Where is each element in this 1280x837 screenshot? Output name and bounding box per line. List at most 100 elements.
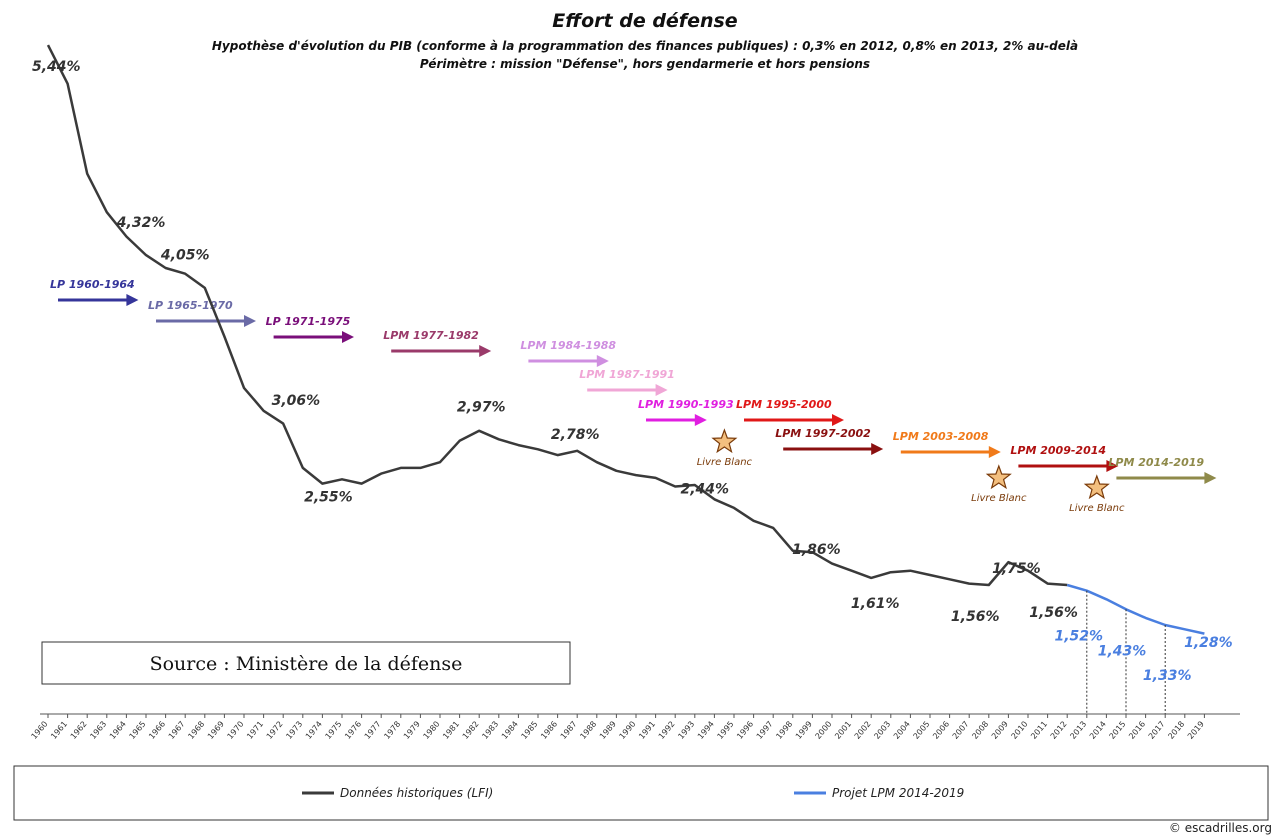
- livre-blanc-star-1: [985, 464, 1012, 490]
- x-tick-label-1992: 1992: [657, 720, 677, 741]
- programme-arrowhead-9: [988, 446, 1001, 458]
- x-tick-label-2002: 2002: [853, 720, 873, 741]
- x-tick-label-1985: 1985: [520, 720, 540, 741]
- value-label-7: 2,44%: [681, 481, 730, 497]
- x-tick-label-1968: 1968: [186, 720, 206, 741]
- x-tick-label-2004: 2004: [892, 720, 912, 741]
- x-tick-label-1996: 1996: [735, 720, 755, 741]
- value-label-10: 1,56%: [951, 609, 1000, 625]
- x-tick-label-1969: 1969: [206, 720, 226, 741]
- programme-arrowhead-7: [832, 414, 844, 426]
- programme-arrowhead-0: [126, 294, 139, 306]
- annotations-layer: 5,44% 4,32% 4,05% 3,06% 2,55% 2,97% 2,78% 2,44%…: [32, 59, 1233, 684]
- legend-box: [13, 765, 1269, 821]
- x-tick-label-2009: 2009: [990, 720, 1010, 741]
- source-text: Source : Ministère de la défense: [150, 653, 463, 675]
- programme-label-7: LPM 1995-2000: [736, 398, 832, 411]
- chart-subtitle-1: Hypothèse d'évolution du PIB (conforme à…: [212, 39, 1078, 53]
- value-label-1: 4,32%: [116, 215, 166, 231]
- x-tick-label-2000: 2000: [814, 720, 834, 741]
- copyright-text: © escadrilles.org: [1169, 821, 1272, 835]
- chart-title: Effort de défense: [552, 10, 737, 32]
- x-tick-label-1960: 1960: [30, 720, 50, 741]
- programme-label-6: LPM 1990-1993: [638, 398, 734, 411]
- x-tick-label-1973: 1973: [284, 720, 304, 741]
- programme-label-10: LPM 2009-2014: [1010, 444, 1106, 457]
- x-tick-label-2001: 2001: [833, 720, 853, 741]
- x-tick-label-1990: 1990: [618, 720, 638, 741]
- x-tick-label-1967: 1967: [167, 720, 187, 741]
- x-tick-label-1977: 1977: [363, 720, 383, 741]
- x-tick-label-2007: 2007: [951, 720, 971, 741]
- x-tick-label-1991: 1991: [637, 720, 657, 741]
- programme-label-1: LP 1965-1970: [148, 299, 233, 312]
- livre-blanc-label-1: Livre Blanc: [971, 493, 1027, 504]
- value-label-2: 4,05%: [160, 247, 210, 263]
- programme-label-2: LP 1971-1975: [266, 315, 351, 328]
- programme-label-11: LPM 2014-2019: [1108, 456, 1204, 469]
- x-tick-label-2017: 2017: [1147, 720, 1167, 741]
- x-tick-label-1986: 1986: [539, 720, 559, 741]
- x-tick-label-1993: 1993: [676, 720, 696, 741]
- value-label-6: 2,78%: [551, 427, 600, 443]
- programme-arrowhead-11: [1204, 472, 1217, 484]
- x-tick-label-1979: 1979: [402, 720, 422, 741]
- x-tick-label-2013: 2013: [1068, 720, 1088, 741]
- x-tick-label-1966: 1966: [147, 720, 167, 741]
- x-tick-label-1961: 1961: [49, 720, 69, 741]
- livre-blanc-star-0: [711, 428, 738, 454]
- programme-arrowhead-1: [244, 315, 256, 327]
- x-tick-label-1982: 1982: [461, 720, 481, 741]
- value-label-9: 1,61%: [851, 596, 900, 612]
- x-tick-label-1976: 1976: [343, 720, 363, 741]
- value-label-16: 1,28%: [1184, 635, 1233, 651]
- x-tick-label-1970: 1970: [226, 720, 246, 741]
- livre-blanc-label-2: Livre Blanc: [1069, 503, 1125, 514]
- value-label-15: 1,33%: [1143, 668, 1192, 684]
- value-label-0: 5,44%: [32, 59, 81, 75]
- legend-label-projet: Projet LPM 2014-2019: [832, 786, 964, 800]
- programme-label-3: LPM 1977-1982: [383, 329, 479, 342]
- programme-label-4: LPM 1984-1988: [520, 339, 616, 352]
- x-tick-label-1975: 1975: [324, 720, 344, 741]
- programme-arrowhead-10: [1106, 460, 1119, 472]
- x-tick-label-1999: 1999: [794, 720, 814, 741]
- x-tick-label-1997: 1997: [755, 720, 775, 741]
- x-tick-label-2012: 2012: [1049, 720, 1069, 741]
- x-tick-label-2015: 2015: [1108, 720, 1128, 741]
- value-label-5: 2,97%: [457, 400, 506, 416]
- programme-arrowhead-8: [871, 443, 884, 455]
- x-tick-label-1994: 1994: [696, 720, 716, 741]
- x-tick-label-2003: 2003: [872, 720, 892, 741]
- x-tick-label-1988: 1988: [578, 720, 598, 741]
- programme-label-0: LP 1960-1964: [50, 278, 135, 291]
- x-tick-label-1987: 1987: [559, 720, 579, 741]
- x-tick-label-1964: 1964: [108, 720, 128, 741]
- value-label-11: 1,75%: [992, 561, 1041, 577]
- x-tick-label-1981: 1981: [441, 720, 461, 741]
- programmes-layer: LP 1960-1964 LP 1965-1970 LP 1971-1975 LPM …: [50, 278, 1217, 484]
- value-label-13: 1,52%: [1055, 629, 1104, 645]
- livre-blanc-layer: Livre Blanc Livre Blanc Livre Blanc: [697, 428, 1125, 514]
- x-tick-label-2006: 2006: [931, 720, 951, 741]
- programme-arrowhead-5: [655, 384, 668, 396]
- value-label-12: 1,56%: [1029, 605, 1078, 621]
- x-tick-label-1974: 1974: [304, 720, 324, 741]
- livre-blanc-star-2: [1083, 474, 1110, 500]
- x-tick-label-2010: 2010: [1010, 720, 1030, 741]
- x-tick-label-2016: 2016: [1127, 720, 1147, 741]
- x-tick-label-1983: 1983: [480, 720, 500, 741]
- x-tick-label-2005: 2005: [912, 720, 932, 741]
- programme-arrowhead-6: [694, 414, 707, 426]
- x-tick-label-1989: 1989: [598, 720, 618, 741]
- programme-label-8: LPM 1997-2002: [775, 427, 871, 440]
- x-tick-label-2019: 2019: [1186, 720, 1206, 741]
- chart-subtitle-2: Périmètre : mission "Défense", hors gend…: [420, 57, 870, 71]
- series-line-0: [46, 44, 1068, 587]
- x-tick-label-2014: 2014: [1088, 720, 1108, 741]
- value-label-3: 3,06%: [272, 393, 321, 409]
- x-tick-label-1980: 1980: [422, 720, 442, 741]
- source-box: [41, 641, 571, 685]
- x-tick-label-1962: 1962: [69, 720, 89, 741]
